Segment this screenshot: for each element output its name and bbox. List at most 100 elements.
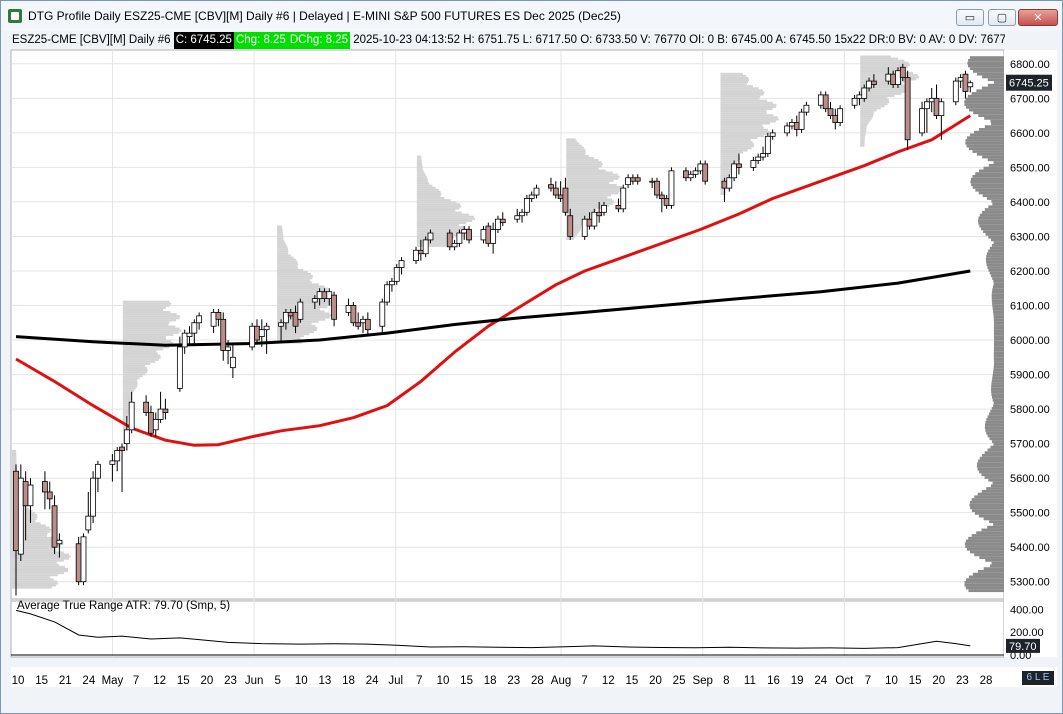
profile-bar (566, 190, 624, 193)
candle (466, 226, 472, 244)
candle-body (393, 267, 400, 282)
profile-bar (964, 103, 1004, 106)
profile-bar (971, 498, 1004, 501)
profile-bar (991, 296, 1004, 300)
candle (350, 302, 357, 327)
daily-change-tag: DChg: 8.25 (287, 32, 351, 49)
candle-body (389, 280, 395, 286)
profile-bar (416, 215, 474, 218)
candle-body (885, 73, 892, 82)
candle-body (17, 477, 24, 555)
symbol-label: ESZ25-CME [CBV][M] Daily #6 (12, 34, 171, 46)
profile-bar (566, 186, 623, 189)
profile-bar (720, 76, 749, 80)
candle-body (683, 170, 689, 179)
profile-bar (720, 126, 764, 129)
candle-body (962, 73, 969, 92)
profile-bar (988, 205, 1004, 209)
profile-bar (277, 237, 284, 240)
candle (601, 201, 607, 216)
profile-bar (976, 531, 1004, 535)
profile-bar (122, 381, 138, 384)
candle-body (764, 135, 771, 154)
candle-body (176, 346, 183, 389)
profile-bar (12, 449, 17, 452)
profile-bar (12, 580, 58, 583)
profile-bar (277, 229, 283, 232)
profile-bar (860, 82, 903, 85)
profile-bar (720, 151, 744, 154)
x-tick-label: Jun (245, 675, 264, 687)
profile-bar (860, 132, 866, 135)
profile-bar (122, 302, 172, 305)
status-indicator[interactable]: 6 L E (1022, 671, 1054, 685)
candle-body (215, 312, 222, 320)
candle-body (119, 446, 125, 451)
candle (967, 80, 974, 93)
profile-bar (12, 536, 54, 539)
profile-bar (122, 358, 159, 361)
profile-bar (277, 254, 291, 257)
profile-bar (720, 85, 753, 88)
profile-bar (122, 304, 170, 307)
profile-bar (974, 553, 1004, 557)
profile-bar (969, 108, 1004, 112)
profile-bar (122, 375, 143, 378)
candle-body (827, 108, 834, 117)
candle (827, 101, 834, 120)
candle (581, 215, 588, 240)
candle-body (625, 177, 631, 186)
close-price-tag: C: 6745.25 (173, 32, 234, 49)
profile-bar (720, 132, 769, 135)
candle-body (398, 260, 405, 268)
profile-bar (967, 136, 1004, 140)
candle-body (287, 312, 294, 317)
x-tick-label: 23 (224, 675, 237, 687)
quote-details: 2025-10-23 04:13:52 H: 6751.75 L: 6717.5… (353, 34, 1005, 46)
x-tick-label: 20 (932, 675, 945, 687)
y-tick-label: 5400.00 (1010, 542, 1050, 554)
profile-bar (990, 409, 1004, 413)
profile-bar (566, 194, 612, 197)
profile-bar (720, 174, 731, 177)
close-button[interactable]: ✕ (1018, 9, 1058, 26)
profile-bar (990, 119, 1004, 123)
minimize-button[interactable]: ▭ (956, 9, 984, 26)
profile-bar (992, 398, 1004, 402)
profile-bar (566, 202, 614, 205)
y-tick-label: 6200.00 (1010, 266, 1050, 278)
candle-body (114, 450, 121, 462)
candle-body (292, 312, 299, 327)
profile-bar (566, 217, 594, 220)
profile-bar (566, 163, 603, 166)
profile-bar (416, 155, 422, 158)
profile-bar (964, 100, 1004, 104)
candle (191, 319, 198, 344)
candle-body (413, 249, 419, 262)
profile-bar (12, 557, 69, 560)
profile-bar (720, 168, 731, 171)
candle (355, 312, 362, 330)
profile-bar (122, 371, 148, 374)
candle-body (586, 218, 593, 227)
profile-bar (988, 235, 1004, 239)
profile-bar (993, 354, 1004, 358)
candle (702, 160, 709, 185)
profile-bar (993, 161, 1004, 164)
profile-bar (992, 307, 1004, 311)
candle-body (634, 177, 641, 182)
profile-bar (720, 130, 770, 133)
candle-body (350, 305, 357, 324)
maximize-button[interactable]: ▢ (988, 9, 1016, 26)
profile-bar (992, 376, 1004, 380)
profile-bar (277, 326, 318, 329)
candle (490, 222, 497, 254)
profile-bar (987, 78, 1004, 82)
profile-bar (992, 277, 1004, 280)
profile-bar (122, 389, 135, 392)
candle-body (417, 249, 424, 255)
candle-body (485, 225, 492, 244)
profile-bar (860, 65, 908, 68)
profile-bar (860, 99, 889, 102)
